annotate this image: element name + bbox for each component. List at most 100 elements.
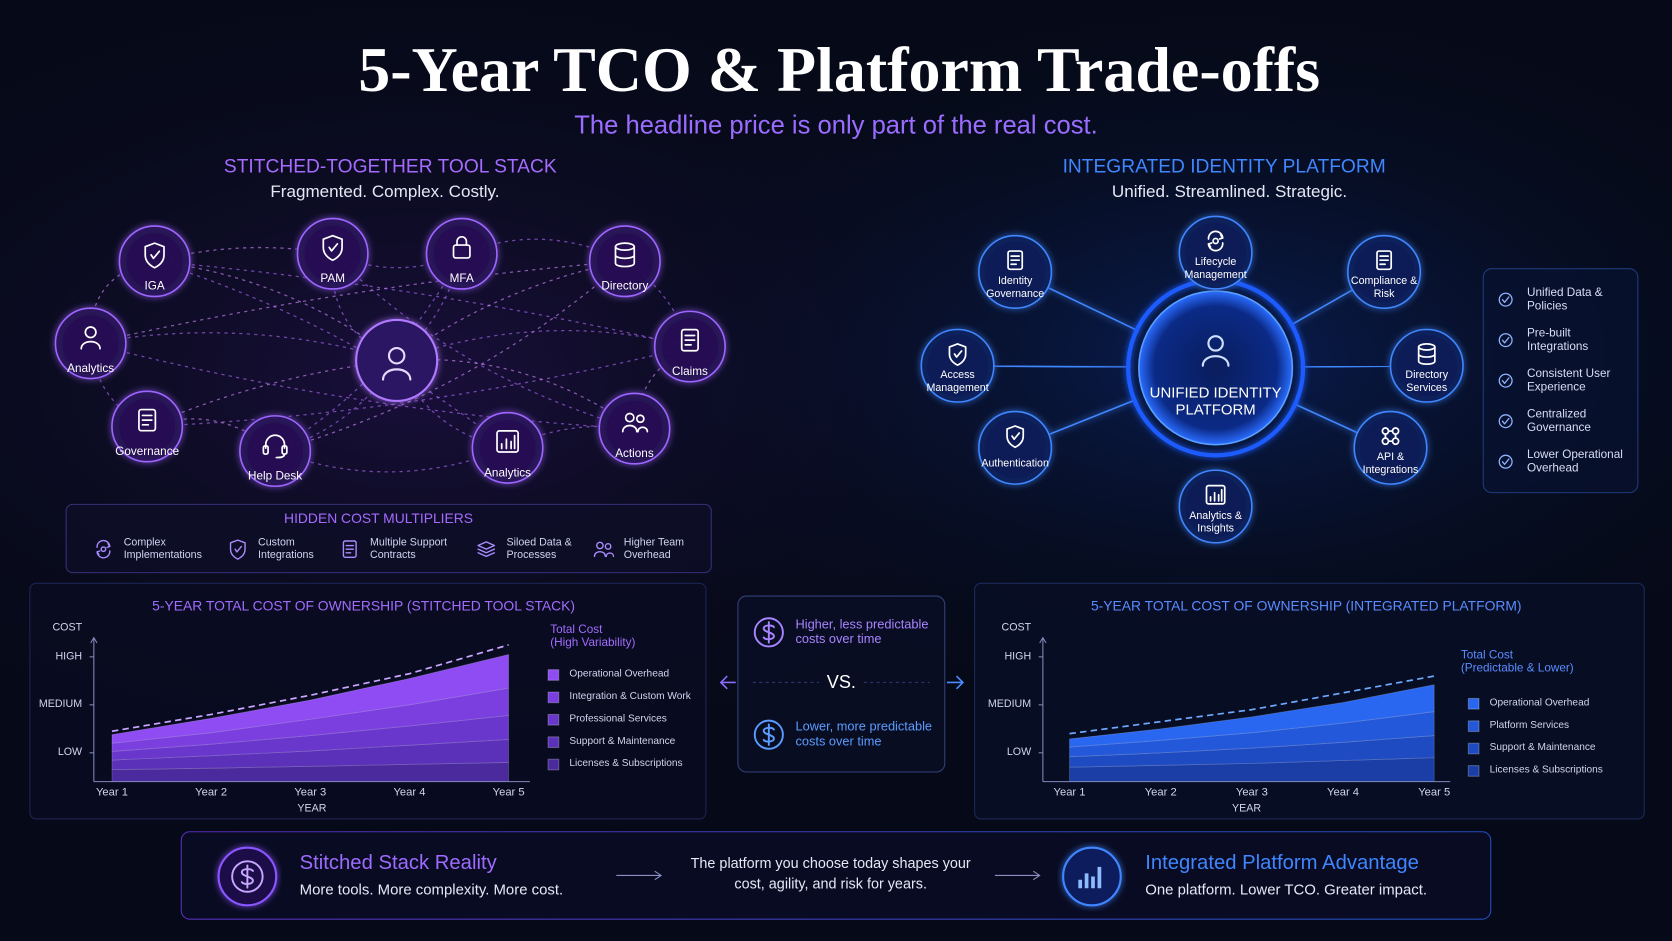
legend-label: Licenses & Subscriptions (1489, 764, 1603, 776)
tool-node (239, 415, 312, 488)
legend-swatch (547, 736, 560, 749)
icon-stroke (96, 543, 111, 556)
area-layer (111, 653, 510, 744)
connector (1047, 398, 1137, 436)
comparison-text: Lower, more predictable costs over time (795, 718, 933, 749)
icon-stroke (477, 541, 496, 550)
icon-stroke (1209, 488, 1223, 502)
icon-stroke (1207, 335, 1224, 352)
connector (396, 329, 691, 362)
x-tick-label: Year 1 (95, 785, 128, 799)
node-label: IGA (144, 280, 165, 293)
total-note: (Predictable & Lower) (1460, 661, 1574, 675)
comparison-text: Higher, less predictable costs over time (795, 616, 929, 647)
icon-stroke (604, 543, 612, 550)
legend-swatch (1467, 765, 1480, 777)
subtitle: The headline price is only part of the r… (574, 111, 1098, 140)
icon-stroke (1379, 255, 1390, 266)
icon (477, 541, 496, 558)
hub-circle (355, 318, 439, 403)
platform-node (1178, 215, 1253, 290)
icon-stroke (762, 621, 775, 644)
icon-stroke (1207, 234, 1224, 248)
connector (1046, 286, 1140, 332)
icon-stroke (240, 864, 254, 889)
icon (231, 860, 264, 893)
node-label: Help Desk (248, 469, 303, 483)
icon-stroke (680, 328, 699, 352)
icon (753, 719, 784, 750)
title: 5-Year TCO & Platform Trade-offs (358, 34, 1321, 106)
tool-node (588, 225, 661, 298)
icon-stroke (1498, 333, 1513, 348)
x-tick-label: Year 1 (1053, 785, 1086, 799)
y-axis-label: COST (52, 621, 83, 634)
footer-box (180, 831, 1492, 920)
footer-text: More tools. More complexity. More cost. (299, 880, 564, 898)
platform-node (1178, 469, 1253, 544)
platform-node (978, 234, 1053, 309)
icon-stroke (1006, 425, 1025, 449)
benefit: Lower Operational Overhead (1526, 448, 1623, 475)
node-label: Lifecycle Management (1184, 256, 1247, 281)
footer-message: The platform you choose today shapes you… (690, 855, 971, 892)
node-label: Actions (615, 447, 654, 461)
footer-text: One platform. Lower TCO. Greater impact. (1145, 880, 1428, 898)
legend-swatch (1467, 697, 1480, 710)
arrow (719, 675, 736, 690)
icon (1498, 454, 1513, 469)
hub-circle (1138, 290, 1294, 446)
hidden-cost-box (65, 503, 712, 574)
tool-node (598, 392, 671, 465)
tool-node (118, 225, 191, 298)
icon-stroke (328, 243, 339, 252)
icon-stroke (100, 546, 107, 553)
box-title: HIDDEN COST MULTIPLIERS (284, 510, 474, 527)
tool-node (471, 411, 544, 484)
icon-stroke (1501, 377, 1510, 384)
node-label: MFA (449, 272, 474, 286)
icon (1205, 484, 1226, 505)
arrow (994, 870, 1041, 881)
benefit: Pre-built Integrations (1526, 326, 1589, 353)
x-axis-label: YEAR (1232, 803, 1262, 815)
icon-stroke (381, 368, 412, 381)
icon (322, 234, 343, 262)
icon-stroke (231, 860, 264, 893)
legend-label: Operational Overhead (569, 668, 670, 680)
icon (593, 541, 615, 558)
icon (753, 617, 784, 648)
x-tick-label: Year 3 (1235, 785, 1268, 799)
icon-stroke (948, 343, 967, 367)
node-label: Governance (115, 445, 180, 459)
icon (614, 242, 636, 268)
icon (1498, 292, 1513, 307)
icon-stroke (1011, 432, 1021, 441)
icon (1498, 414, 1513, 429)
y-axis (1039, 636, 1047, 782)
icon (496, 430, 519, 453)
icon-stroke (264, 434, 286, 450)
legend-label: Operational Overhead (1489, 696, 1590, 709)
icon-stroke (456, 236, 468, 246)
connector (90, 342, 635, 430)
legend-label: Professional Services (569, 712, 667, 725)
connector (332, 253, 635, 430)
icon (342, 540, 357, 559)
icon (680, 328, 699, 352)
icon (1207, 230, 1224, 252)
node-label: Identity Governance (986, 275, 1045, 300)
tool-node (296, 217, 369, 290)
connector (274, 260, 626, 452)
node-label: Compliance & Risk (1350, 275, 1418, 300)
connector (147, 345, 691, 428)
icon-stroke (621, 424, 649, 433)
icon-stroke (144, 242, 165, 269)
legend-swatch (547, 669, 560, 681)
icon (1007, 250, 1024, 271)
tool-node (54, 307, 127, 380)
legend-label: Integration & Custom Work (569, 690, 691, 703)
x-tick-label: Year 4 (1327, 785, 1360, 799)
icon-stroke (614, 245, 636, 268)
icon-stroke (1501, 417, 1510, 425)
